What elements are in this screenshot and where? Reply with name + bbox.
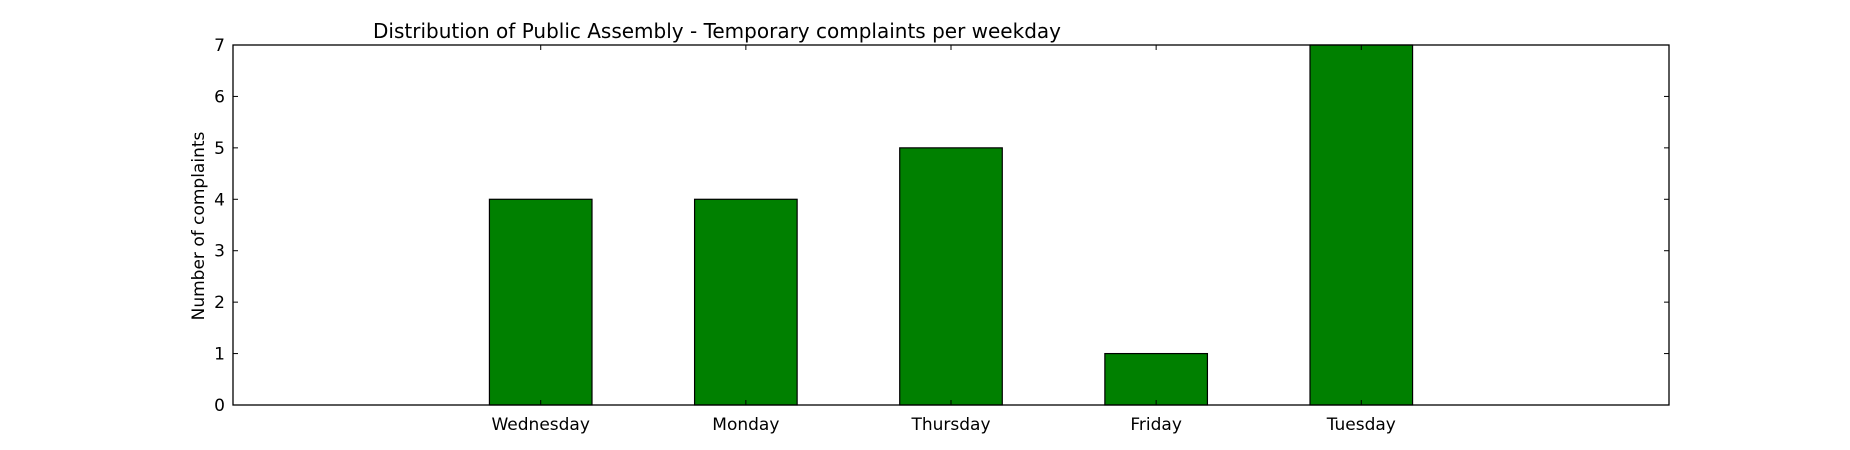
x-tick-label: Tuesday [1326, 415, 1396, 435]
y-tick-label: 1 [214, 345, 225, 365]
bar-thursday [899, 147, 1003, 406]
chart-title: Distribution of Public Assembly - Tempor… [373, 19, 1061, 43]
bar-monday [693, 198, 798, 406]
plot-frame [232, 44, 1670, 406]
y-tick-label: 4 [214, 190, 225, 210]
bar-tuesday [1309, 44, 1414, 406]
x-tick-label: Thursday [910, 415, 990, 435]
plot-area: Wednesday Monday Thursday Friday Tuesday 0 1 2 3… [214, 36, 1670, 435]
y-tick-label: 7 [214, 36, 225, 56]
y-tick-label: 2 [214, 293, 225, 313]
y-axis-label: Number of complaints [189, 131, 209, 320]
y-tick-label: 6 [214, 87, 225, 107]
x-tick-label: Friday [1130, 415, 1182, 435]
x-tick-label: Monday [712, 415, 779, 435]
bar-friday [1104, 352, 1209, 406]
bar-wednesday [488, 198, 593, 406]
y-tick-label: 0 [214, 396, 225, 416]
y-tick-label: 5 [214, 139, 225, 159]
x-tick-label: Wednesday [491, 415, 589, 435]
y-tick-label: 3 [214, 242, 225, 262]
